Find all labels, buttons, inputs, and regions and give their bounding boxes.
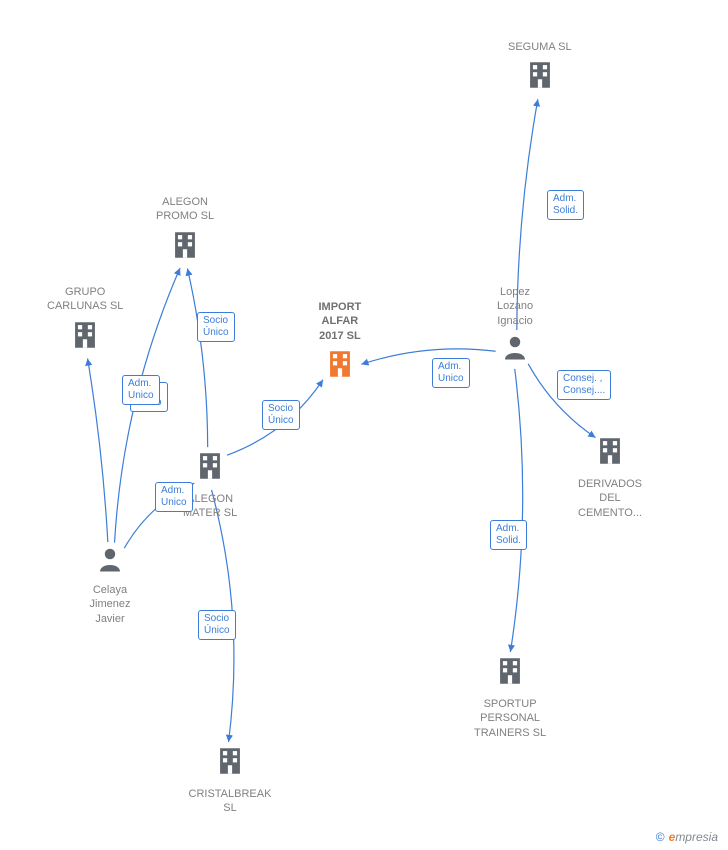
node-label: DERIVADOSDELCEMENTO... (578, 477, 642, 520)
edge-label: Adm.Unico (155, 482, 193, 512)
edge (187, 268, 207, 447)
node-label: IMPORTALFAR2017 SL (319, 300, 362, 343)
company-icon (323, 347, 357, 386)
node-seguma[interactable]: SEGUMA SL (508, 40, 572, 101)
node-celaya[interactable]: CelayaJimenezJavier (90, 540, 131, 626)
node-label: CRISTALBREAKSL (189, 787, 272, 816)
person-icon (95, 544, 125, 579)
company-icon (193, 449, 227, 488)
edge (510, 369, 522, 652)
edge-label: Consej. ,Consej.... (557, 370, 611, 400)
company-icon (493, 654, 527, 693)
node-grupo[interactable]: GRUPOCARLUNAS SL (47, 285, 123, 361)
person-icon (500, 332, 530, 367)
company-icon (213, 744, 247, 783)
node-derivados[interactable]: DERIVADOSDELCEMENTO... (578, 430, 642, 520)
node-label: ALEGONPROMO SL (156, 195, 214, 224)
edges-layer (0, 0, 728, 850)
node-cristal[interactable]: CRISTALBREAKSL (189, 740, 272, 816)
node-label: SPORTUPPERSONALTRAINERS SL (474, 697, 546, 740)
node-import[interactable]: IMPORTALFAR2017 SL (319, 300, 362, 390)
copyright-symbol: © (656, 830, 665, 844)
node-label: CelayaJimenezJavier (90, 583, 131, 626)
edge-label: SocioÚnico (198, 610, 236, 640)
copyright: © empresia (656, 830, 718, 844)
edge-label: Adm.Unico (432, 358, 470, 388)
node-alegon_promo[interactable]: ALEGONPROMO SL (156, 195, 214, 271)
edge-label: Adm.Solid. (547, 190, 584, 220)
edge-label: Adm.Unico (122, 375, 160, 405)
company-icon (68, 318, 102, 357)
edge (88, 358, 108, 542)
company-icon (168, 228, 202, 267)
node-label: GRUPOCARLUNAS SL (47, 285, 123, 314)
node-lopez[interactable]: LopezLozanoIgnacio (497, 285, 533, 371)
node-sportup[interactable]: SPORTUPPERSONALTRAINERS SL (474, 650, 546, 740)
edge (361, 349, 495, 364)
company-icon (593, 434, 627, 473)
edge-label: SocioÚnico (262, 400, 300, 430)
edge-label: SocioÚnico (197, 312, 235, 342)
brand-name: empresia (669, 830, 718, 844)
edge-label: Adm.Solid. (490, 520, 527, 550)
node-label: LopezLozanoIgnacio (497, 285, 533, 328)
node-label: SEGUMA SL (508, 40, 572, 54)
company-icon (523, 58, 557, 97)
